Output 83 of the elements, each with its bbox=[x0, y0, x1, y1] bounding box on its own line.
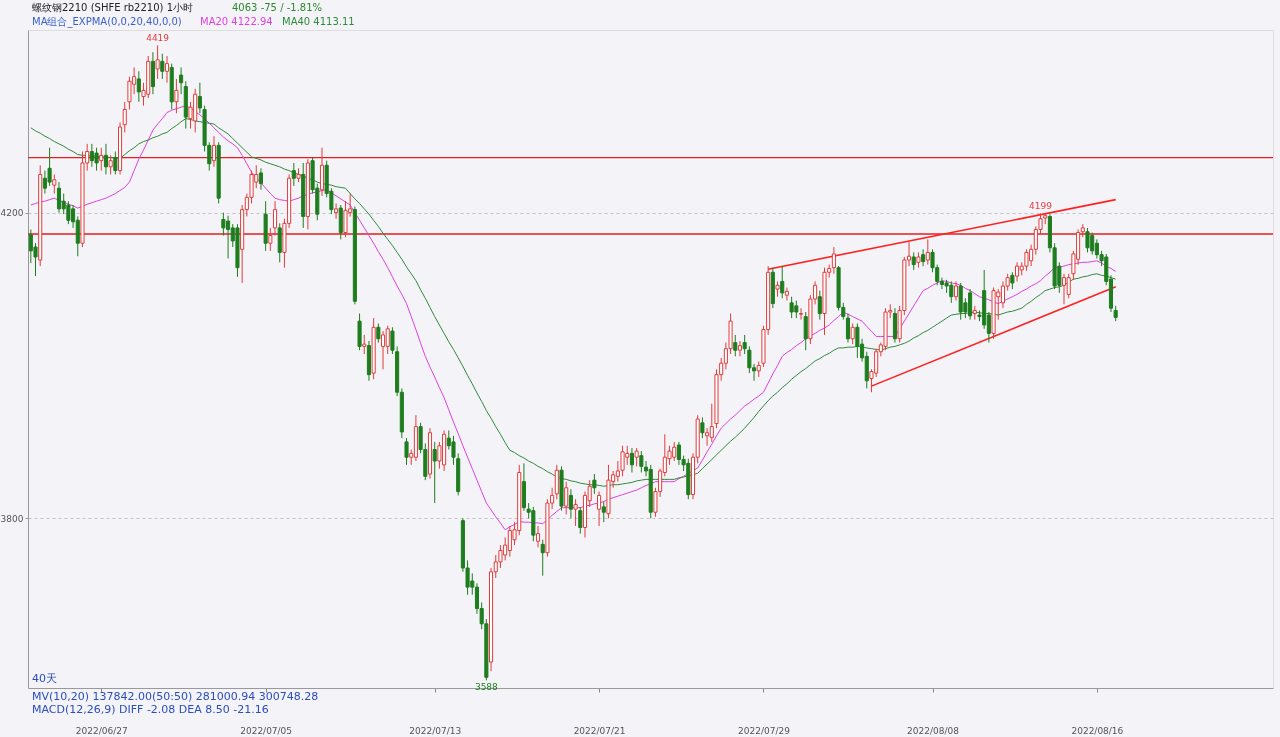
candlestick bbox=[845, 313, 851, 344]
annotation: 3588 bbox=[474, 682, 499, 693]
candlestick bbox=[601, 501, 606, 523]
candlestick bbox=[953, 280, 959, 302]
candlestick bbox=[573, 498, 578, 527]
x-tick-label: 2022/07/13 bbox=[409, 725, 462, 736]
candlestick bbox=[56, 181, 62, 214]
candlestick bbox=[1000, 280, 1006, 309]
candlestick bbox=[554, 464, 559, 500]
candlestick bbox=[1061, 273, 1067, 305]
candlestick bbox=[798, 307, 804, 321]
candlestick bbox=[451, 435, 456, 466]
text: MV(10,20) 137842.00(50:50) 281000.94 300748.28 bbox=[32, 690, 319, 703]
candlestick bbox=[99, 147, 104, 172]
text: MA40 4113.11 bbox=[282, 16, 355, 27]
x-tick-label: 2022/07/05 bbox=[240, 725, 293, 736]
candlestick bbox=[639, 450, 644, 473]
candlestick bbox=[174, 78, 179, 114]
text: MACD(12,26,9) DIFF -2.08 DEA 8.50 -21.16 bbox=[32, 703, 269, 716]
candlestick bbox=[155, 44, 160, 80]
candlestick bbox=[803, 311, 808, 351]
candlestick bbox=[568, 488, 573, 519]
candlestick bbox=[113, 151, 118, 175]
candlestick bbox=[108, 154, 113, 175]
y-tick-label: 3800 bbox=[0, 513, 24, 524]
candlestick bbox=[1066, 273, 1071, 299]
candlestick bbox=[258, 167, 263, 191]
candlestick bbox=[334, 202, 339, 220]
legend-title: MA组合_EXPMA(0,0,20,40,0,0) bbox=[32, 16, 182, 28]
candlestick bbox=[343, 200, 348, 238]
candlestick bbox=[540, 539, 545, 577]
candlestick bbox=[52, 173, 57, 195]
x-tick-label: 2022/08/08 bbox=[907, 725, 960, 736]
annotation: 4419 bbox=[146, 33, 170, 44]
candlestick bbox=[634, 447, 639, 467]
candlestick bbox=[376, 322, 381, 344]
candlestick bbox=[1085, 227, 1090, 253]
candlestick bbox=[179, 66, 184, 95]
candlestick bbox=[921, 248, 926, 267]
candlestick bbox=[784, 287, 789, 302]
candlestick bbox=[211, 135, 217, 168]
candlestick bbox=[705, 427, 710, 447]
candlestick bbox=[737, 340, 743, 357]
chart-title: 螺纹钢2210 (SHFE rb2210) 1小时 bbox=[32, 2, 193, 13]
chart-subtitle: 4063 -75 / -1.81% bbox=[232, 2, 323, 13]
candlestick bbox=[592, 473, 597, 495]
annotation: 4199 bbox=[1029, 201, 1053, 212]
x-tick-label: 2022/08/16 bbox=[1071, 725, 1124, 736]
candlestick bbox=[733, 334, 738, 357]
candlestick bbox=[817, 290, 822, 321]
candlestick bbox=[831, 246, 836, 275]
candlestick bbox=[564, 481, 569, 516]
candlestick bbox=[404, 437, 409, 466]
candlestick bbox=[94, 147, 99, 172]
candlestick bbox=[122, 101, 127, 133]
x-tick-label: 2022/06/27 bbox=[75, 725, 128, 736]
candlestick bbox=[160, 53, 165, 80]
candlestick bbox=[291, 162, 296, 187]
x-tick-label: 2022/07/21 bbox=[573, 725, 626, 736]
candlestick bbox=[700, 416, 705, 439]
text: MA20 4122.94 bbox=[200, 16, 273, 27]
candlestick bbox=[385, 325, 390, 355]
candlestick bbox=[925, 238, 930, 266]
candlestick bbox=[1015, 261, 1020, 282]
x-tick-label: 2022/07/29 bbox=[738, 725, 791, 736]
candlestick bbox=[709, 403, 714, 443]
y-tick-label: 4200 bbox=[0, 208, 24, 219]
candlestick bbox=[1024, 248, 1029, 272]
candlestick bbox=[780, 265, 785, 299]
candlestick bbox=[164, 55, 170, 84]
candlestick bbox=[432, 441, 437, 504]
candlestick bbox=[578, 506, 583, 535]
candlestick bbox=[597, 491, 602, 527]
candlestick bbox=[103, 143, 109, 175]
candlestick bbox=[362, 334, 367, 355]
candlestick bbox=[535, 525, 541, 548]
annotation: 40天 bbox=[32, 672, 57, 685]
candlestick bbox=[742, 334, 747, 355]
candlestick bbox=[855, 322, 860, 359]
candlestick bbox=[380, 330, 386, 370]
candlestick bbox=[850, 322, 855, 345]
candlestick bbox=[136, 70, 141, 103]
candlestick bbox=[629, 447, 634, 473]
